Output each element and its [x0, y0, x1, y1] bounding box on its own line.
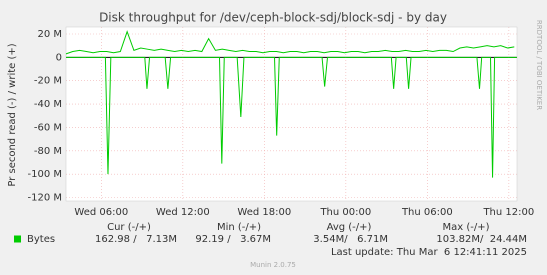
- y-tick-label: 0: [56, 52, 62, 63]
- x-tick-label: Wed 12:00: [156, 207, 210, 218]
- side-text: RRDTOOL / TOBI OETIKER: [535, 20, 543, 110]
- y-tick-label: -40 M: [34, 99, 62, 110]
- y-tick-label: -100 M: [27, 169, 62, 180]
- x-tick-label: Thu 00:00: [319, 207, 371, 218]
- x-tick-label: Thu 06:00: [401, 207, 453, 218]
- legend-value: 92.19 / 3.67M: [195, 234, 271, 245]
- x-tick-label: Wed 06:00: [74, 207, 128, 218]
- series-line: [65, 30, 515, 55]
- y-tick-label: -20 M: [34, 76, 62, 87]
- legend-value: 162.98 / 7.13M: [95, 234, 177, 245]
- chart-title: Disk throughput for /dev/ceph-block-sdj/…: [99, 11, 447, 25]
- x-tick-label: Wed 18:00: [237, 207, 291, 218]
- x-tick-label: Thu 12:00: [482, 207, 534, 218]
- legend-header: Max (-/+): [442, 222, 489, 233]
- y-tick-label: -60 M: [34, 122, 62, 133]
- legend-value: 3.54M/ 6.71M: [313, 234, 388, 245]
- series-line: [66, 56, 517, 178]
- footer: Munin 2.0.75: [250, 261, 296, 269]
- y-axis-label: Pr second read (-) / write (+): [7, 43, 18, 186]
- legend-header: Avg (-/+): [327, 222, 372, 233]
- legend-value: 103.82M/ 24.44M: [436, 234, 527, 245]
- legend-header: Min (-/+): [217, 222, 261, 233]
- y-tick-label: -120 M: [27, 192, 62, 203]
- y-tick-label: -80 M: [34, 146, 62, 157]
- legend-header: Cur (-/+): [107, 222, 151, 233]
- plot-border: [65, 26, 518, 202]
- y-tick-label: 20 M: [37, 29, 62, 40]
- legend-swatch: [14, 235, 21, 243]
- last-update: Last update: Thu Mar 6 12:41:11 2025: [331, 247, 527, 258]
- legend-label: Bytes: [27, 234, 55, 245]
- plot-area: [66, 27, 517, 201]
